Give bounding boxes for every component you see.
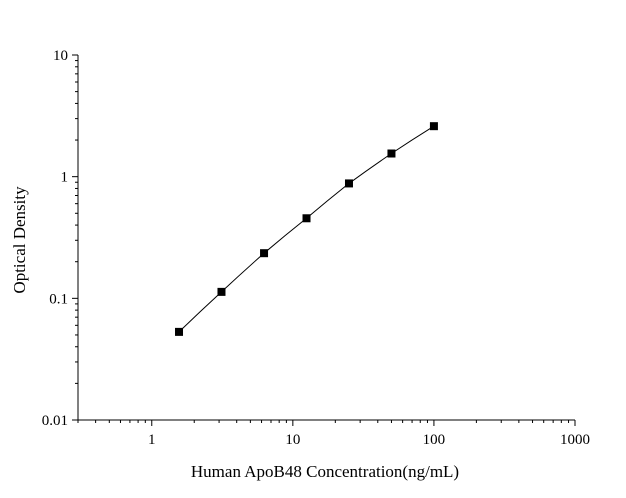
y-tick-label: 10 xyxy=(53,48,68,64)
y-axis-title: Optical Density xyxy=(10,186,29,294)
x-tick-label: 1 xyxy=(148,432,156,448)
data-point xyxy=(217,287,226,296)
x-tick-label: 1000 xyxy=(560,432,590,448)
data-point xyxy=(387,149,396,158)
x-axis-title: Human ApoB48 Concentration(ng/mL) xyxy=(191,462,459,481)
data-point xyxy=(260,249,269,258)
x-axis-ticks: 1 10 100 1000 xyxy=(77,420,590,448)
data-point xyxy=(344,179,353,188)
x-tick-label: 10 xyxy=(285,432,300,448)
y-tick-label: 0.01 xyxy=(42,413,68,429)
data-point xyxy=(175,327,184,336)
y-tick-label: 0.1 xyxy=(49,291,68,307)
data-point xyxy=(429,122,438,131)
y-tick-label: 1 xyxy=(61,170,69,186)
fit-curve-group xyxy=(178,125,435,333)
axes xyxy=(77,55,575,421)
x-tick-label: 100 xyxy=(423,432,446,448)
data-point xyxy=(302,214,311,223)
fit-curve xyxy=(178,125,435,333)
y-axis-ticks: 0.01 0.1 1 10 xyxy=(42,48,78,429)
data-points xyxy=(175,122,438,336)
